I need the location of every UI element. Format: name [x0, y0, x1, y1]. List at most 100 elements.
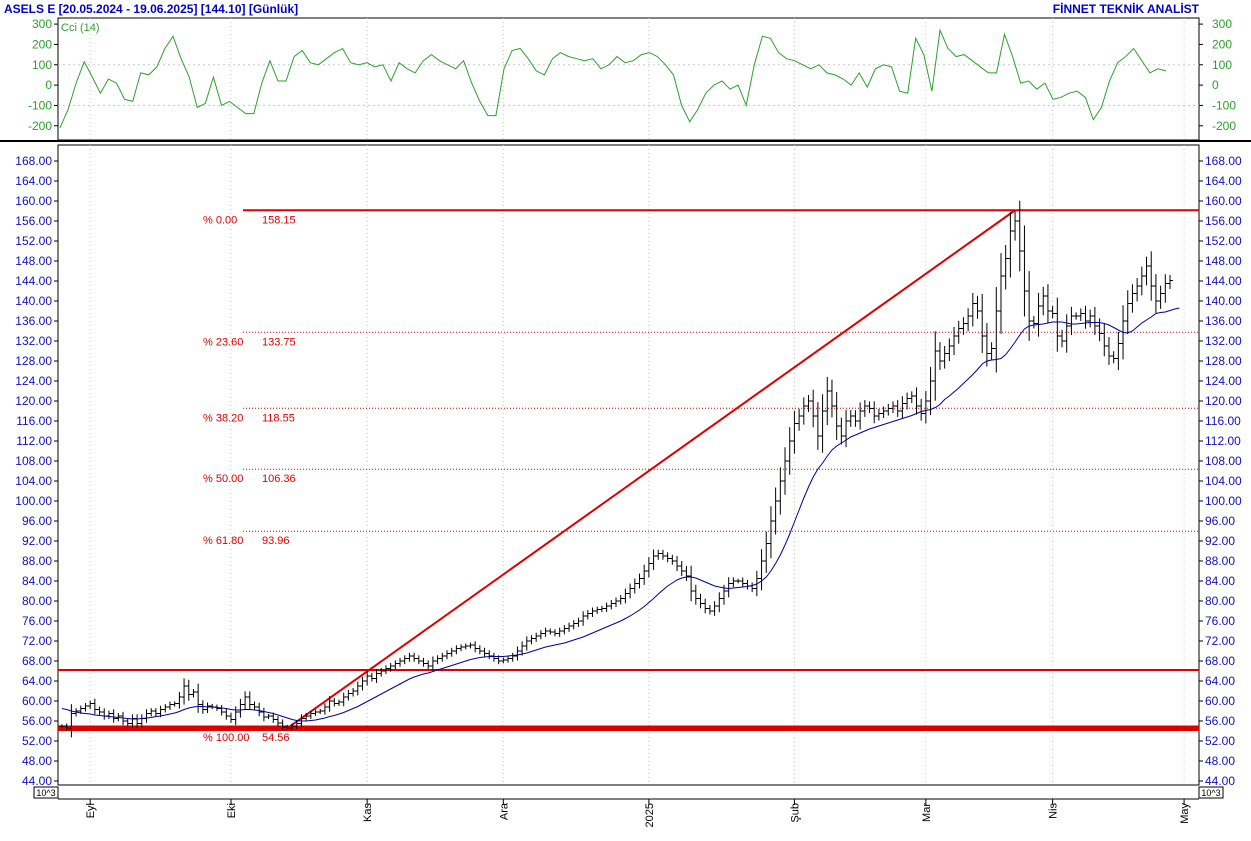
fibonacci-level-value: 106.36: [262, 473, 296, 485]
price-ytick-label-left: 140.00: [15, 294, 52, 308]
fibonacci-level-value: 118.55: [262, 412, 295, 424]
price-ytick-label-left: 56.00: [22, 714, 52, 728]
price-ytick-label-left: 88.00: [22, 554, 52, 568]
price-ytick-label-right: 100.00: [1205, 494, 1242, 508]
price-ytick-label-left: 60.00: [22, 694, 52, 708]
cci-ytick-label-left: -200: [28, 119, 52, 133]
fibonacci-level-value: 158.15: [262, 214, 296, 226]
xaxis-tick-label: Ara: [498, 802, 510, 820]
fibonacci-level-percent: % 100.00: [203, 732, 249, 744]
brand-label: FİNNET TEKNİK ANALİST: [1053, 1, 1200, 16]
price-ytick-label-left: 148.00: [15, 254, 52, 268]
cci-ytick-label-left: 0: [45, 78, 52, 92]
price-ytick-label-right: 96.00: [1205, 514, 1235, 528]
cci-ytick-label-right: 300: [1212, 17, 1232, 31]
price-ytick-label-right: 136.00: [1205, 314, 1242, 328]
fibonacci-level-value: 133.75: [262, 336, 296, 348]
price-ytick-label-right: 120.00: [1205, 394, 1242, 408]
price-ytick-label-left: 80.00: [22, 594, 52, 608]
scale-note-left: 10^3: [36, 788, 55, 798]
fibonacci-level-percent: % 0.00: [203, 214, 237, 226]
price-ytick-label-left: 44.00: [22, 774, 52, 788]
scale-note-right-box: [1198, 786, 1224, 799]
scale-note-right: 10^3: [1201, 788, 1220, 798]
fibonacci-level-percent: % 61.80: [203, 535, 243, 547]
xaxis-tick-label: Eyl: [85, 803, 97, 818]
xaxis-tick-label: Nis: [1048, 803, 1060, 819]
cci-panel: 300 200 100 0 -100 -200 300 200 100 0 -100 -200 Cc…: [28, 17, 1236, 141]
price-ytick-label-left: 160.00: [15, 194, 52, 208]
cci-ytick-label-right: 200: [1212, 37, 1232, 51]
price-ytick-label-right: 140.00: [1205, 294, 1242, 308]
price-ytick-label-left: 116.00: [16, 414, 52, 428]
price-ytick-label-left: 128.00: [15, 354, 52, 368]
price-ytick-label-left: 108.00: [15, 454, 52, 468]
price-ytick-label-right: 164.00: [1205, 174, 1242, 188]
horizontal-lines: [58, 669, 1199, 731]
price-bars: [59, 200, 1173, 738]
cci-series-line: [59, 28, 1167, 129]
cci-ytick-label-right: -200: [1212, 119, 1236, 133]
price-ytick-label-right: 168.00: [1205, 154, 1242, 168]
price-frame: [57, 144, 1200, 786]
price-ytick-label-left: 104.00: [15, 474, 52, 488]
fibonacci-trend-line: [286, 209, 1016, 730]
cci-yaxis-left: 300 200 100 0 -100 -200: [28, 17, 58, 133]
price-yaxis-left: 168.00 164.00 160.00 156.00 152.00 148.00 144.…: [15, 154, 58, 788]
price-ytick-label-left: 156.00: [15, 214, 52, 228]
price-ytick-label-left: 168.00: [15, 154, 52, 168]
xaxis-tick-label: Şub: [789, 803, 801, 823]
price-ytick-label-right: 148.00: [1205, 254, 1242, 268]
price-ytick-label-right: 144.00: [1205, 274, 1242, 288]
price-ytick-label-left: 72.00: [22, 634, 52, 648]
price-ytick-label-left: 100.00: [15, 494, 52, 508]
price-ytick-label-right: 68.00: [1205, 654, 1235, 668]
price-ytick-label-left: 124.00: [15, 374, 52, 388]
cci-ytick-label-right: 0: [1212, 78, 1219, 92]
xaxis: EylEkiKasAra2025ŞubMarNisMayHaz: [85, 799, 1191, 827]
price-ytick-label-right: 88.00: [1205, 554, 1235, 568]
xaxis-tick-label: Eki: [226, 803, 238, 818]
cci-ytick-label-left: 300: [32, 17, 52, 31]
cci-yaxis-right: 300 200 100 0 -100 -200: [1199, 17, 1236, 133]
price-ytick-label-right: 104.00: [1205, 474, 1242, 488]
fibonacci-levels: % 0.00 158.15 % 23.60 133.75 % 38.20 118.55 % …: [58, 209, 1199, 744]
cci-grid: [58, 18, 1199, 140]
price-ytick-label-left: 136.00: [15, 314, 52, 328]
price-ytick-label-left: 132.00: [15, 334, 52, 348]
price-ytick-label-right: 56.00: [1205, 714, 1235, 728]
price-ytick-label-left: 152.00: [15, 234, 52, 248]
price-ytick-label-right: 116.00: [1205, 414, 1241, 428]
price-ytick-label-left: 96.00: [22, 514, 52, 528]
price-ytick-label-left: 76.00: [22, 614, 52, 628]
price-ytick-label-left: 68.00: [22, 654, 52, 668]
cci-ytick-label-left: 200: [32, 37, 52, 51]
price-ytick-label-left: 64.00: [22, 674, 52, 688]
price-ytick-label-right: 64.00: [1205, 674, 1235, 688]
cci-title: Cci (14): [61, 22, 100, 34]
price-ytick-label-left: 164.00: [15, 174, 52, 188]
price-panel: 168.00 164.00 160.00 156.00 152.00 148.00 144.…: [15, 144, 1242, 788]
price-grid: [89, 145, 1185, 785]
price-ytick-label-left: 92.00: [22, 534, 52, 548]
price-ytick-label-left: 84.00: [22, 574, 52, 588]
price-ytick-label-right: 72.00: [1205, 634, 1235, 648]
price-ytick-label-right: 76.00: [1205, 614, 1235, 628]
fibonacci-level-percent: % 50.00: [203, 473, 243, 485]
price-ytick-label-right: 60.00: [1205, 694, 1235, 708]
cci-ytick-label-right: -100: [1212, 98, 1236, 112]
price-ytick-label-right: 160.00: [1205, 194, 1242, 208]
price-ytick-label-right: 52.00: [1205, 734, 1235, 748]
cci-ytick-label-left: 100: [32, 58, 52, 72]
scale-note-left-box: [33, 786, 59, 799]
price-ytick-label-right: 112.00: [1205, 434, 1241, 448]
fibonacci-level-percent: % 23.60: [203, 336, 243, 348]
xaxis-tick-label: 2025: [644, 803, 656, 827]
fibonacci-level-value: 93.96: [262, 535, 290, 547]
price-ytick-label-left: 144.00: [15, 274, 52, 288]
price-ytick-label-right: 108.00: [1205, 454, 1242, 468]
price-ytick-label-right: 132.00: [1205, 334, 1242, 348]
price-ytick-label-right: 80.00: [1205, 594, 1235, 608]
